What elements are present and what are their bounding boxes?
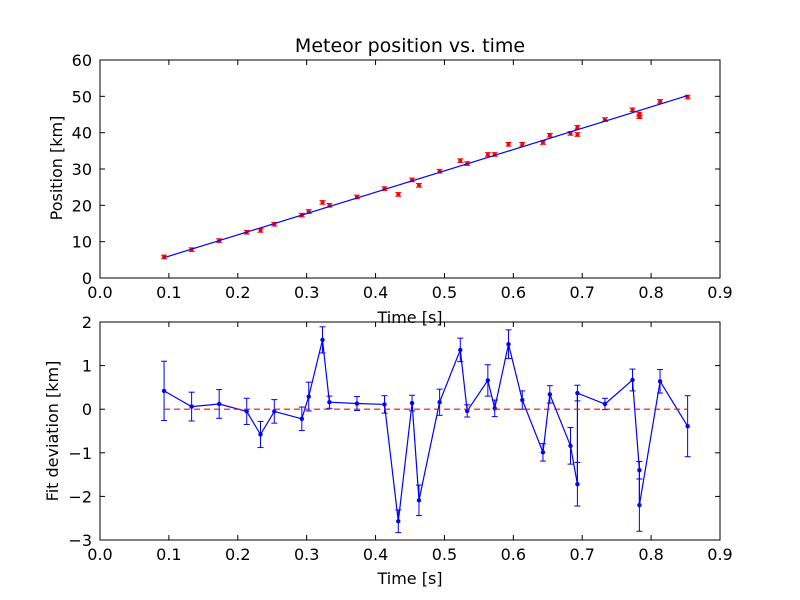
x-tick-label: 0.5 (432, 283, 457, 302)
deviation-ticks: 0.0 0.1 0.2 0.3 0.4 0.5 0.6 0.7 0.8 0.9 −3 −2 −1 0 1 2 (68, 313, 732, 564)
data-point (272, 409, 277, 414)
x-tick-label: 0.7 (569, 283, 594, 302)
x-tick-label: 0.4 (363, 283, 388, 302)
y-tick-label: 20 (72, 196, 92, 215)
data-point (630, 377, 635, 383)
y-tick-label: 60 (72, 51, 92, 70)
position-panel: Meteor position vs. time Position [km] T… (47, 35, 733, 327)
data-point (540, 450, 546, 455)
data-point (602, 401, 608, 407)
data-point (520, 397, 525, 403)
data-point (382, 402, 387, 407)
y-tick-label: 2 (82, 313, 92, 332)
x-tick-label: 0.6 (501, 283, 526, 302)
data-point (568, 443, 573, 449)
chart-title: Meteor position vs. time (295, 35, 525, 57)
y-tick-label: 0 (82, 269, 92, 288)
data-point (244, 409, 249, 414)
data-point (547, 392, 553, 397)
y-tick-label: 30 (72, 160, 92, 179)
x-tick-label: 0.3 (294, 545, 319, 564)
data-point (637, 468, 642, 473)
y-tick-label: 40 (72, 124, 92, 143)
data-point (327, 400, 332, 405)
data-point (575, 390, 580, 396)
data-point (306, 394, 311, 399)
y-tick-label: 0 (82, 400, 92, 419)
x-tick-label: 0.3 (294, 283, 319, 302)
position-ticks: 0.0 0.1 0.2 0.3 0.4 0.5 0.6 0.7 0.8 0.9 0 10 20 30 40 5… (72, 51, 733, 302)
data-point (637, 112, 642, 117)
data-point (685, 424, 690, 429)
x-tick-label: 0.2 (225, 283, 250, 302)
x-tick-label: 0.0 (87, 283, 112, 302)
data-point (506, 342, 511, 347)
data-point (216, 401, 222, 407)
y-tick-label: 10 (72, 233, 92, 252)
data-point (575, 481, 580, 487)
x-tick-label: 0.5 (432, 545, 457, 564)
deviation-marks (161, 326, 691, 534)
data-point (416, 183, 421, 188)
data-point (458, 158, 463, 163)
x-tick-label: 0.9 (707, 283, 732, 302)
y-tick-label: 50 (72, 87, 92, 106)
data-point (458, 347, 463, 353)
data-point (396, 519, 401, 524)
y-tick-label: 1 (82, 357, 92, 376)
x-axis-label: Time [s] (376, 569, 442, 588)
x-tick-label: 0.8 (638, 545, 663, 564)
plot-frame (99, 59, 721, 279)
data-point (437, 400, 442, 405)
data-point (506, 142, 511, 147)
data-point (161, 388, 167, 394)
data-point (299, 416, 305, 421)
x-axis-label: Time [s] (376, 308, 442, 327)
data-point (416, 498, 422, 503)
data-point (396, 192, 401, 197)
data-point (320, 200, 325, 205)
data-point (354, 401, 360, 406)
data-point (189, 404, 194, 409)
x-tick-label: 0.1 (156, 283, 181, 302)
position-marks (161, 94, 691, 260)
plot-frame (99, 321, 721, 541)
data-point (630, 107, 635, 112)
fit-line (163, 95, 688, 259)
y-axis-label: Fit deviation [km] (43, 361, 62, 502)
x-tick-label: 0.1 (156, 545, 181, 564)
data-point (575, 125, 580, 130)
data-point (657, 379, 663, 384)
data-point (520, 142, 525, 147)
data-point (547, 133, 552, 138)
data-point (540, 140, 545, 145)
data-point (575, 132, 580, 137)
data-point (485, 378, 491, 383)
deviation-panel: Fit deviation [km] Time [s] 0.0 0.1 0.2 0.3… (43, 313, 733, 588)
y-tick-label: −2 (68, 487, 92, 506)
x-tick-label: 0.9 (707, 545, 732, 564)
x-tick-label: 0.0 (87, 545, 112, 564)
x-tick-label: 0.2 (225, 545, 250, 564)
data-point (492, 406, 497, 411)
x-tick-label: 0.7 (569, 545, 594, 564)
data-point (658, 99, 663, 104)
y-tick-label: −3 (68, 531, 92, 550)
x-tick-label: 0.8 (638, 283, 663, 302)
data-point (258, 432, 263, 437)
x-tick-label: 0.6 (501, 545, 526, 564)
data-point (320, 337, 325, 343)
data-point (637, 502, 642, 508)
data-point (409, 400, 415, 406)
x-tick-label: 0.4 (363, 545, 388, 564)
data-point (464, 408, 470, 414)
data-point (258, 228, 263, 233)
y-tick-label: −1 (68, 444, 92, 463)
data-point (485, 152, 490, 157)
y-axis-label: Position [km] (47, 116, 66, 221)
